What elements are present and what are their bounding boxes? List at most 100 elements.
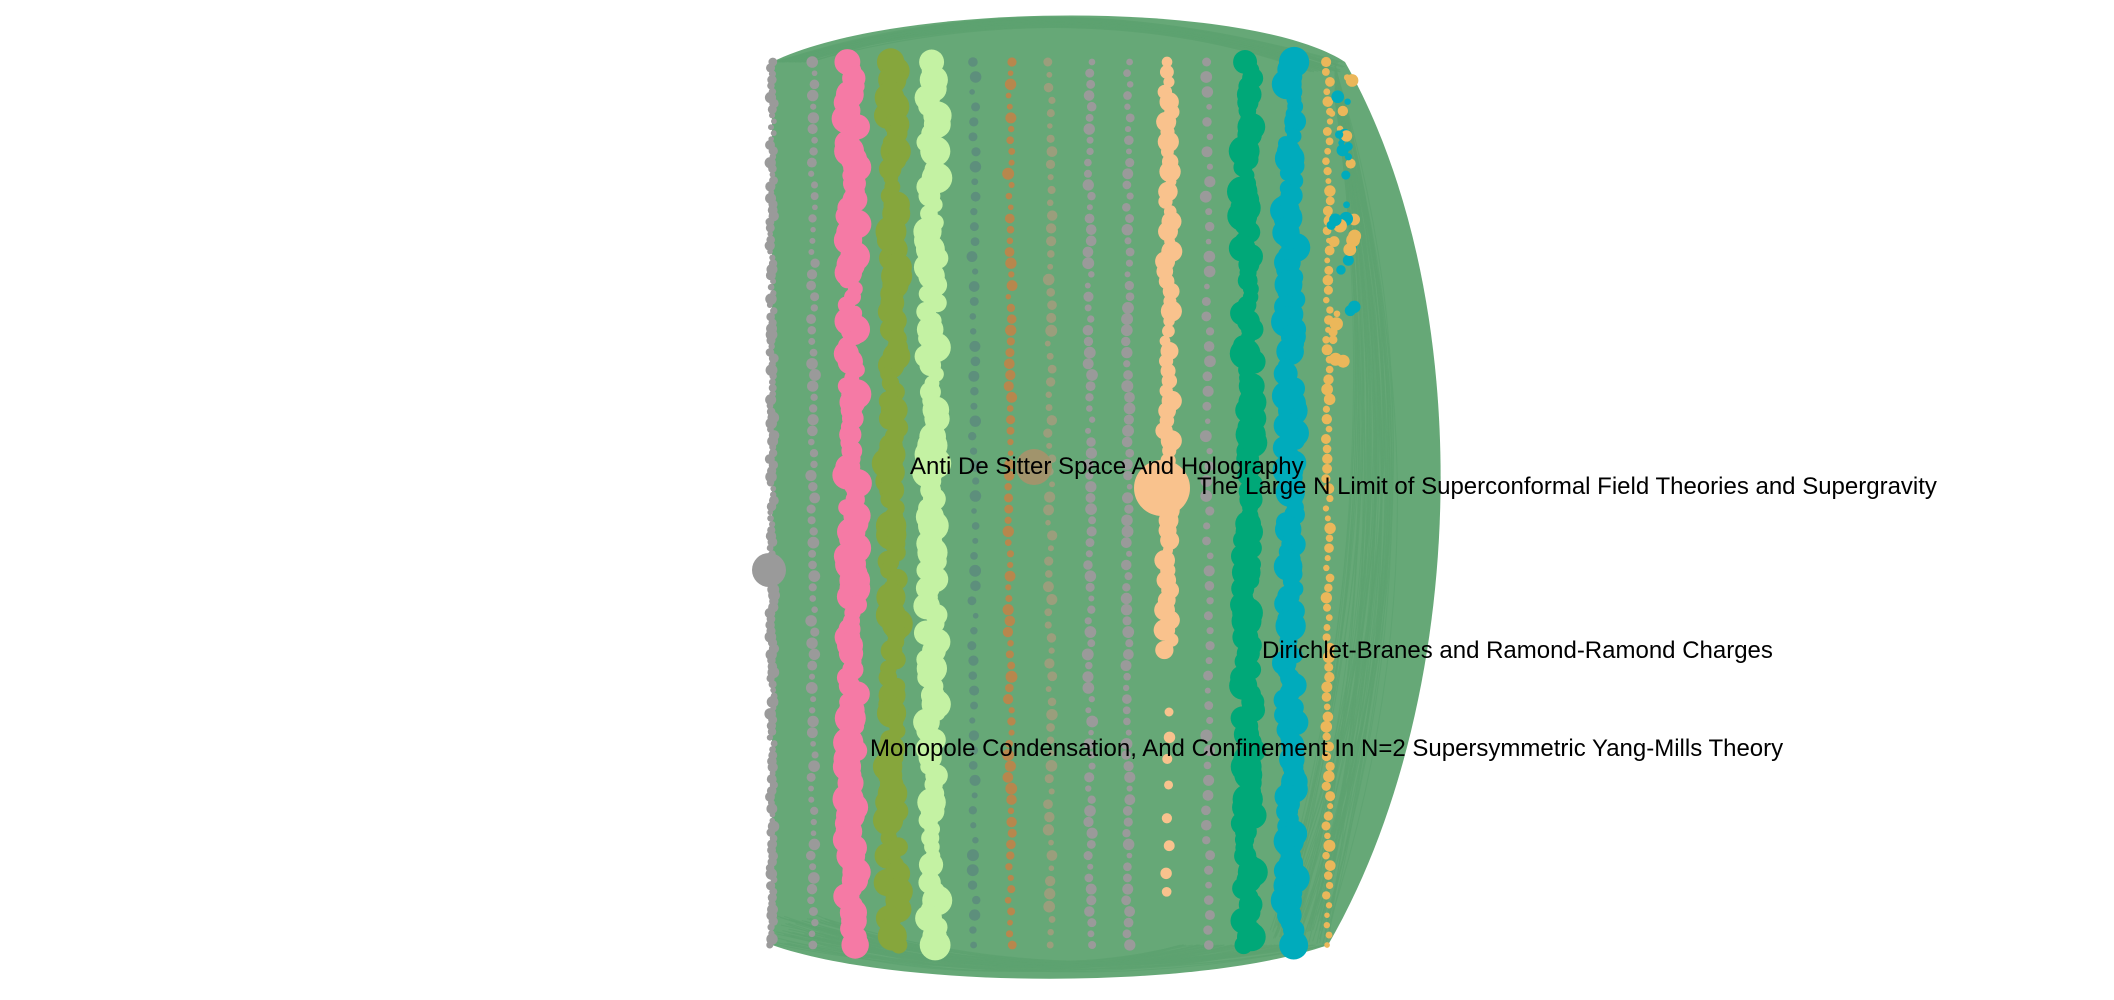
graph-node xyxy=(1085,582,1095,592)
graph-node xyxy=(972,612,979,619)
graph-node xyxy=(768,164,777,173)
graph-node xyxy=(1120,592,1133,605)
graph-node xyxy=(1008,147,1016,155)
graph-node xyxy=(1325,425,1333,433)
graph-node xyxy=(1086,147,1094,156)
graph-node xyxy=(1323,871,1333,880)
graph-node xyxy=(771,118,777,125)
graph-node xyxy=(1204,283,1210,290)
graph-node xyxy=(1044,556,1054,566)
graph-node xyxy=(971,508,977,514)
graph-node xyxy=(807,715,819,728)
graph-node xyxy=(764,240,775,251)
graph-node xyxy=(1121,223,1133,236)
graph-node xyxy=(765,791,775,802)
graph-node xyxy=(1121,313,1134,326)
graph-node xyxy=(1325,573,1335,583)
graph-node xyxy=(1323,285,1333,295)
graph-node xyxy=(1329,213,1342,226)
graph-node xyxy=(766,501,777,512)
graph-node xyxy=(1085,661,1093,670)
graph-node xyxy=(1123,91,1132,100)
graph-node xyxy=(1045,377,1056,387)
graph-node xyxy=(1322,851,1330,860)
graph-node xyxy=(808,648,821,661)
graph-node xyxy=(1005,257,1017,269)
graph-node xyxy=(1201,86,1214,98)
graph-node xyxy=(1161,886,1172,897)
graph-node xyxy=(1047,671,1058,682)
graph-node xyxy=(1085,427,1092,434)
graph-node xyxy=(1325,365,1334,374)
graph-node xyxy=(1005,650,1014,659)
graph-node xyxy=(1161,56,1173,68)
graph-node xyxy=(1163,840,1175,852)
graph-node xyxy=(767,283,775,291)
graph-node xyxy=(1204,687,1211,694)
graph-node xyxy=(766,803,778,815)
graph-node xyxy=(1124,271,1131,278)
graph-node xyxy=(1083,816,1094,828)
graph-node xyxy=(767,435,779,447)
graph-node xyxy=(1328,236,1340,247)
graph-node xyxy=(1083,336,1094,347)
graph-node xyxy=(1125,158,1135,168)
graph-node xyxy=(1006,337,1015,346)
graph-node xyxy=(1081,648,1094,661)
graph-node xyxy=(1324,265,1334,275)
graph-node xyxy=(1336,265,1346,275)
graph-node xyxy=(1084,805,1096,817)
column-4 xyxy=(871,48,913,954)
graph-node xyxy=(970,356,981,367)
graph-node xyxy=(1045,519,1051,526)
graph-node xyxy=(1324,147,1332,155)
graph-node xyxy=(808,583,817,592)
graph-node xyxy=(1044,608,1053,617)
graph-node xyxy=(1201,146,1213,158)
graph-node xyxy=(1085,883,1097,895)
graph-node xyxy=(767,75,777,85)
graph-node xyxy=(1121,514,1133,527)
graph-node xyxy=(1006,303,1016,313)
graph-node xyxy=(765,293,777,305)
graph-node xyxy=(1126,550,1133,557)
graph-node xyxy=(1158,221,1178,242)
graph-node xyxy=(769,254,776,261)
graph-node xyxy=(1004,213,1015,224)
graph-node xyxy=(1005,739,1014,748)
graph-node xyxy=(1088,595,1095,602)
graph-node xyxy=(1323,483,1335,494)
graph-node xyxy=(1206,597,1214,605)
graph-node xyxy=(1007,70,1014,77)
graph-node xyxy=(810,103,817,110)
graph-node xyxy=(1046,71,1053,78)
nodes-layer xyxy=(752,46,1362,961)
graph-node xyxy=(1202,57,1212,67)
graph-node xyxy=(1085,224,1097,235)
graph-node xyxy=(1046,941,1054,949)
graph-node xyxy=(1344,142,1353,151)
graph-node xyxy=(1046,146,1058,157)
graph-node xyxy=(1121,750,1131,760)
graph-node xyxy=(765,471,777,483)
graph-node xyxy=(1204,581,1215,591)
graph-node xyxy=(1085,785,1092,792)
graph-node xyxy=(1088,762,1096,770)
graph-node xyxy=(1085,393,1094,402)
graph-node xyxy=(1326,118,1334,125)
graph-node xyxy=(1324,860,1336,871)
graph-node xyxy=(1324,662,1334,672)
graph-node xyxy=(1006,839,1016,850)
graph-node xyxy=(765,181,776,192)
graph-node xyxy=(810,740,816,747)
graph-node xyxy=(766,301,773,308)
graph-node xyxy=(808,482,818,492)
graph-node xyxy=(809,595,817,602)
gray-hub-node xyxy=(752,553,786,587)
graph-node xyxy=(806,357,818,370)
graph-node xyxy=(811,606,818,613)
graph-node xyxy=(1043,428,1053,438)
graph-node xyxy=(808,872,820,884)
graph-node xyxy=(1322,444,1332,454)
graph-node xyxy=(1325,137,1334,146)
